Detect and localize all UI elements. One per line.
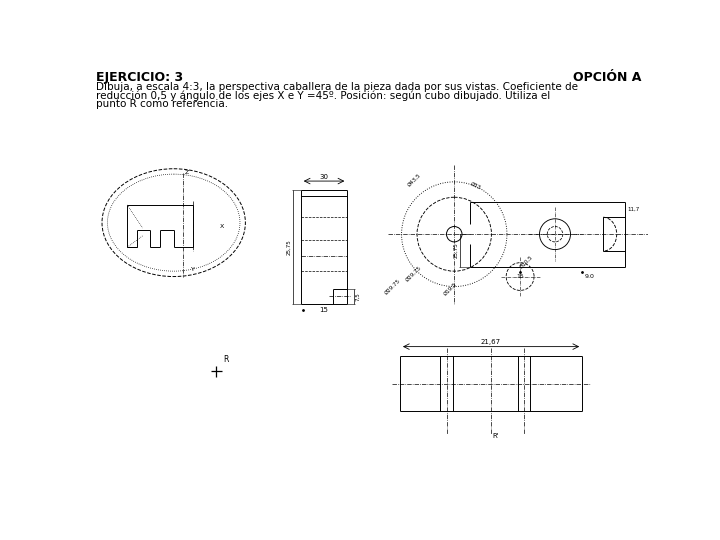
Text: Dibuja, a escala 4:3, la perspectiva caballera de la pieza dada por sus vistas. : Dibuja, a escala 4:3, la perspectiva cab… — [96, 82, 578, 92]
Text: reducción 0,5 y ángulo de los ejes X e Y =45º. Posición: según cubo dibujado. Ut: reducción 0,5 y ángulo de los ejes X e Y… — [96, 90, 551, 100]
Text: 7,5: 7,5 — [355, 292, 360, 301]
Text: 15: 15 — [320, 307, 328, 313]
Text: OPCIÓN A: OPCIÓN A — [573, 71, 642, 84]
Text: 21,67: 21,67 — [481, 339, 501, 345]
Text: Z: Z — [184, 170, 189, 175]
Text: 9.0: 9.0 — [585, 274, 595, 279]
Text: 30: 30 — [320, 173, 328, 179]
Text: punto R como referencia.: punto R como referencia. — [96, 99, 228, 109]
Text: R: R — [223, 355, 229, 364]
Text: Ø43,5: Ø43,5 — [406, 172, 421, 187]
Text: Ø29,75: Ø29,75 — [405, 265, 423, 283]
Text: 11,7: 11,7 — [627, 207, 639, 212]
Text: Ø10,5: Ø10,5 — [518, 255, 534, 270]
Text: X: X — [220, 224, 225, 229]
Text: Ø19,5: Ø19,5 — [443, 281, 458, 297]
Text: R': R' — [492, 433, 499, 439]
Text: 15: 15 — [516, 274, 524, 279]
Text: EJERCICIO: 3: EJERCICIO: 3 — [96, 71, 184, 84]
Text: Ø29.75: Ø29.75 — [384, 278, 401, 295]
Text: 25,75: 25,75 — [454, 242, 459, 258]
Text: 25,75: 25,75 — [287, 239, 292, 255]
Text: Y: Y — [191, 267, 194, 272]
Text: Ø33: Ø33 — [469, 181, 482, 191]
